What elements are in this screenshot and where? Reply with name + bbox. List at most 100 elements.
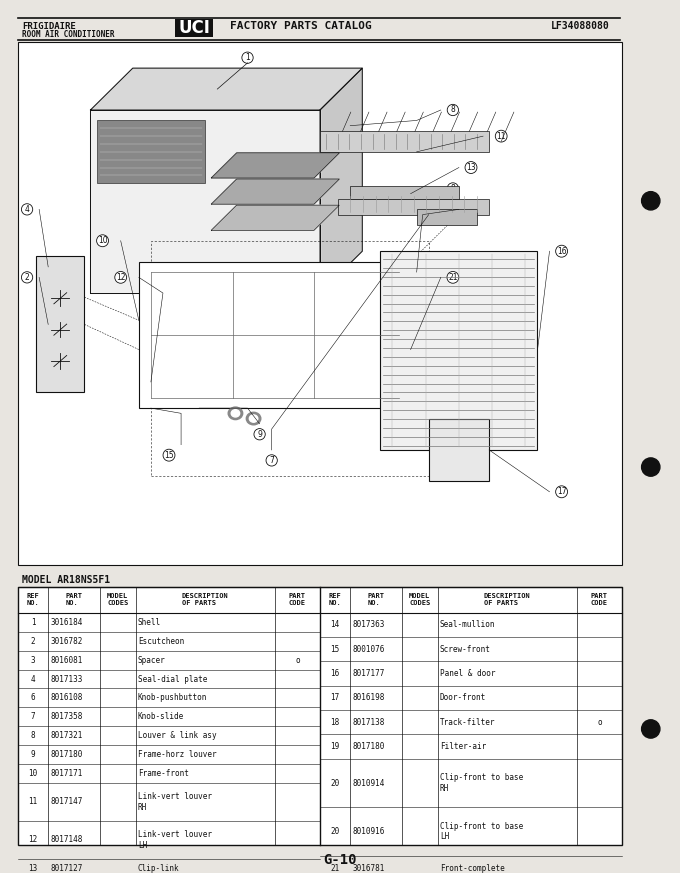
- Text: 14: 14: [330, 621, 340, 629]
- Text: Panel & door: Panel & door: [440, 669, 495, 678]
- Text: 16: 16: [330, 669, 340, 678]
- Text: Seal-dial plate: Seal-dial plate: [138, 675, 207, 684]
- Text: o: o: [295, 656, 300, 664]
- Text: 6: 6: [31, 693, 35, 703]
- Text: Shell: Shell: [138, 618, 161, 627]
- Text: 15: 15: [330, 645, 340, 654]
- Text: 19: 19: [330, 742, 340, 751]
- Text: 8017127: 8017127: [50, 863, 82, 873]
- Text: 8: 8: [451, 184, 455, 193]
- Text: MODEL AR18NS5F1: MODEL AR18NS5F1: [22, 575, 110, 585]
- Text: 15: 15: [164, 450, 174, 460]
- Text: 1: 1: [31, 618, 35, 627]
- FancyBboxPatch shape: [350, 186, 459, 199]
- Text: 8: 8: [451, 106, 455, 114]
- Text: DESCRIPTION
OF PARTS: DESCRIPTION OF PARTS: [182, 594, 228, 607]
- Text: Front-complete: Front-complete: [440, 863, 505, 873]
- Circle shape: [228, 407, 243, 420]
- Text: ROOM AIR CONDITIONER: ROOM AIR CONDITIONER: [22, 30, 114, 39]
- Text: Door-front: Door-front: [440, 693, 486, 703]
- Text: 2: 2: [31, 636, 35, 646]
- Text: 11: 11: [496, 132, 506, 141]
- Text: Louver & link asy: Louver & link asy: [138, 732, 216, 740]
- Text: 13: 13: [29, 863, 37, 873]
- Polygon shape: [90, 68, 362, 110]
- FancyBboxPatch shape: [320, 131, 489, 152]
- Text: 3016782: 3016782: [50, 636, 82, 646]
- FancyBboxPatch shape: [97, 120, 205, 183]
- Text: Spacer: Spacer: [138, 656, 165, 664]
- Text: 8: 8: [31, 732, 35, 740]
- Text: 8017171: 8017171: [50, 769, 82, 778]
- FancyBboxPatch shape: [18, 42, 622, 565]
- Text: 2: 2: [24, 273, 29, 282]
- FancyBboxPatch shape: [139, 262, 411, 408]
- Text: 8017358: 8017358: [50, 712, 82, 721]
- Text: FRIGIDAIRE: FRIGIDAIRE: [22, 22, 75, 31]
- Text: 8017321: 8017321: [50, 732, 82, 740]
- Text: 8017177: 8017177: [352, 669, 385, 678]
- Text: 8017138: 8017138: [352, 718, 385, 726]
- Text: 13: 13: [466, 163, 476, 172]
- Text: 8016198: 8016198: [352, 693, 385, 703]
- Text: Track-filter: Track-filter: [440, 718, 495, 726]
- Text: 8016108: 8016108: [50, 693, 82, 703]
- Text: 12: 12: [116, 273, 125, 282]
- Text: 3016184: 3016184: [50, 618, 82, 627]
- Text: Clip-front to base
LH: Clip-front to base LH: [440, 822, 523, 842]
- Text: 21: 21: [330, 863, 340, 873]
- Text: Knob-pushbutton: Knob-pushbutton: [138, 693, 207, 703]
- Text: UCI: UCI: [178, 19, 210, 37]
- Text: Frame-front: Frame-front: [138, 769, 188, 778]
- Circle shape: [642, 719, 660, 738]
- Text: 14: 14: [466, 205, 476, 214]
- Circle shape: [642, 457, 660, 477]
- FancyBboxPatch shape: [380, 251, 537, 450]
- Circle shape: [246, 412, 261, 425]
- Text: 20: 20: [330, 779, 340, 787]
- Text: 17: 17: [330, 693, 340, 703]
- Text: 8017363: 8017363: [352, 621, 385, 629]
- Text: 10: 10: [29, 769, 37, 778]
- FancyBboxPatch shape: [36, 257, 84, 392]
- Text: 16: 16: [557, 247, 566, 256]
- Text: DESCRIPTION
OF PARTS: DESCRIPTION OF PARTS: [484, 594, 530, 607]
- Text: 9: 9: [31, 750, 35, 760]
- Text: o: o: [597, 718, 602, 726]
- FancyBboxPatch shape: [18, 587, 622, 845]
- Polygon shape: [211, 179, 339, 204]
- Text: PART
CODE: PART CODE: [591, 594, 608, 607]
- Polygon shape: [211, 205, 339, 230]
- Text: 7: 7: [269, 456, 274, 465]
- Text: PART
CODE: PART CODE: [289, 594, 306, 607]
- Circle shape: [231, 409, 239, 417]
- Text: PART
NO.: PART NO.: [367, 594, 384, 607]
- Text: Clip-link: Clip-link: [138, 863, 180, 873]
- Text: 21: 21: [448, 273, 458, 282]
- Text: 20: 20: [330, 828, 340, 836]
- Text: Clip-front to base
RH: Clip-front to base RH: [440, 773, 523, 793]
- Text: LF34088080: LF34088080: [551, 21, 609, 31]
- Text: 8016081: 8016081: [50, 656, 82, 664]
- Text: 7: 7: [31, 712, 35, 721]
- Text: 9: 9: [257, 430, 262, 439]
- Text: 10: 10: [98, 237, 107, 245]
- Text: 1: 1: [245, 53, 250, 62]
- Text: G-10: G-10: [323, 853, 357, 867]
- Text: 12: 12: [29, 835, 37, 844]
- Text: 8017147: 8017147: [50, 798, 82, 807]
- Text: Screw-front: Screw-front: [440, 645, 491, 654]
- Text: 8017133: 8017133: [50, 675, 82, 684]
- Text: 11: 11: [29, 798, 37, 807]
- FancyBboxPatch shape: [175, 19, 213, 37]
- Text: Link-vert louver
LH: Link-vert louver LH: [138, 830, 211, 849]
- Text: Filter-air: Filter-air: [440, 742, 486, 751]
- Text: Frame-horz louver: Frame-horz louver: [138, 750, 216, 760]
- FancyBboxPatch shape: [428, 418, 489, 481]
- FancyBboxPatch shape: [338, 199, 489, 215]
- Polygon shape: [320, 68, 362, 293]
- Text: 8017180: 8017180: [50, 750, 82, 760]
- Text: MODEL
CODES: MODEL CODES: [409, 594, 430, 607]
- FancyBboxPatch shape: [417, 210, 477, 225]
- Text: Link-vert louver
RH: Link-vert louver RH: [138, 793, 211, 812]
